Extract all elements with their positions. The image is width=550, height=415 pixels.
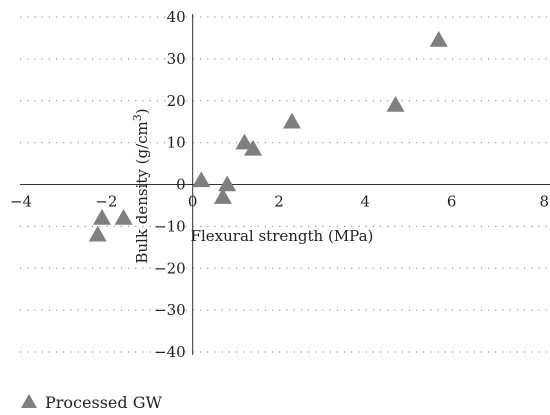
data-point-triangle [235,133,254,150]
y-tick-label: 0 [176,176,186,194]
y-tick-label: 10 [167,134,186,152]
x-tick-label: −4 [10,193,32,211]
legend-label: Processed GW [45,393,162,412]
data-point-triangle [88,225,107,242]
data-point-triangle [192,171,211,188]
data-point-triangle [213,188,232,204]
data-point-triangle [282,112,301,129]
x-tick-label: 6 [447,193,457,211]
data-point-triangle [429,31,448,47]
x-tick-labels: −4 −2 0 2 4 6 8 [10,193,549,211]
x-tick-label: 8 [539,193,549,211]
y-tick-label: −40 [154,343,186,361]
x-tick-label: 0 [188,193,198,211]
grid-lines [20,16,548,353]
x-axis-title: Flexural strength (MPa) [191,227,374,245]
data-points [88,31,448,242]
data-point-triangle [244,139,263,156]
y-tick-label: −10 [154,217,186,235]
data-point-triangle [114,209,133,225]
data-point-triangle [93,209,112,225]
x-tick-label: −2 [95,193,117,211]
y-tick-label: 20 [167,92,186,110]
y-tick-label: −20 [154,259,186,277]
y-tick-label: 40 [167,8,186,26]
y-axis-title: Bulk density (g/cm3) [131,108,152,263]
data-point-triangle [218,175,237,192]
x-tick-label: 4 [361,193,371,211]
y-tick-label: 30 [167,50,186,68]
legend-triangle-icon [21,394,37,408]
x-tick-label: 2 [274,193,284,211]
y-tick-labels: 40 30 20 10 0 −10 −20 −30 −40 [154,8,186,361]
y-tick-label: −30 [154,301,186,319]
data-point-triangle [386,95,405,112]
axes [20,14,550,355]
legend: Processed GW [21,393,162,412]
